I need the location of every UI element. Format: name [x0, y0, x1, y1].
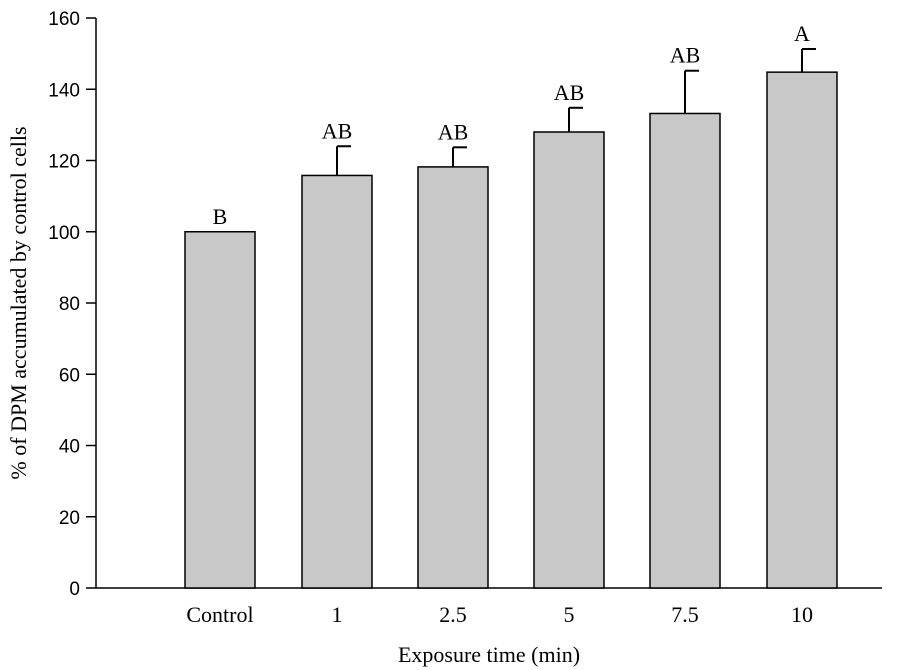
y-tick-label: 120	[48, 152, 80, 173]
x-tick-label: 1	[332, 602, 343, 627]
significance-label: AB	[438, 119, 469, 144]
bar	[533, 131, 605, 589]
y-tick-label: 80	[59, 294, 80, 315]
y-tick-label: 20	[59, 508, 80, 529]
x-tick-label: 7.5	[671, 602, 699, 627]
y-tick-label: 60	[59, 365, 80, 386]
bar	[184, 231, 256, 589]
y-ticks: 0 20 40 60 80 100 120 140 160	[48, 9, 96, 600]
bar	[417, 166, 489, 589]
x-tick-labels: Control 1 2.5 5 7.5 10	[186, 602, 813, 627]
significance-label: B	[213, 204, 228, 229]
bar	[301, 174, 373, 589]
significance-label: AB	[322, 118, 353, 143]
bar	[649, 112, 721, 589]
y-tick-label: 160	[48, 9, 80, 30]
x-tick-label: 10	[791, 602, 813, 627]
x-axis-title: Exposure time (min)	[398, 642, 580, 667]
y-tick-label: 100	[48, 223, 80, 244]
y-tick-label: 140	[48, 80, 80, 101]
x-tick-label: 5	[564, 602, 575, 627]
x-tick-label: Control	[186, 602, 253, 627]
significance-label: A	[794, 21, 810, 46]
significance-label: AB	[554, 80, 585, 105]
y-tick-label: 40	[59, 437, 80, 458]
x-tick-label: 2.5	[439, 602, 467, 627]
bar	[766, 71, 838, 589]
y-tick-label: 0	[69, 579, 80, 600]
y-axis-title: % of DPM accumulated by control cells	[6, 126, 31, 479]
bars: B AB AB AB AB A	[184, 21, 838, 589]
significance-label: AB	[670, 43, 701, 68]
